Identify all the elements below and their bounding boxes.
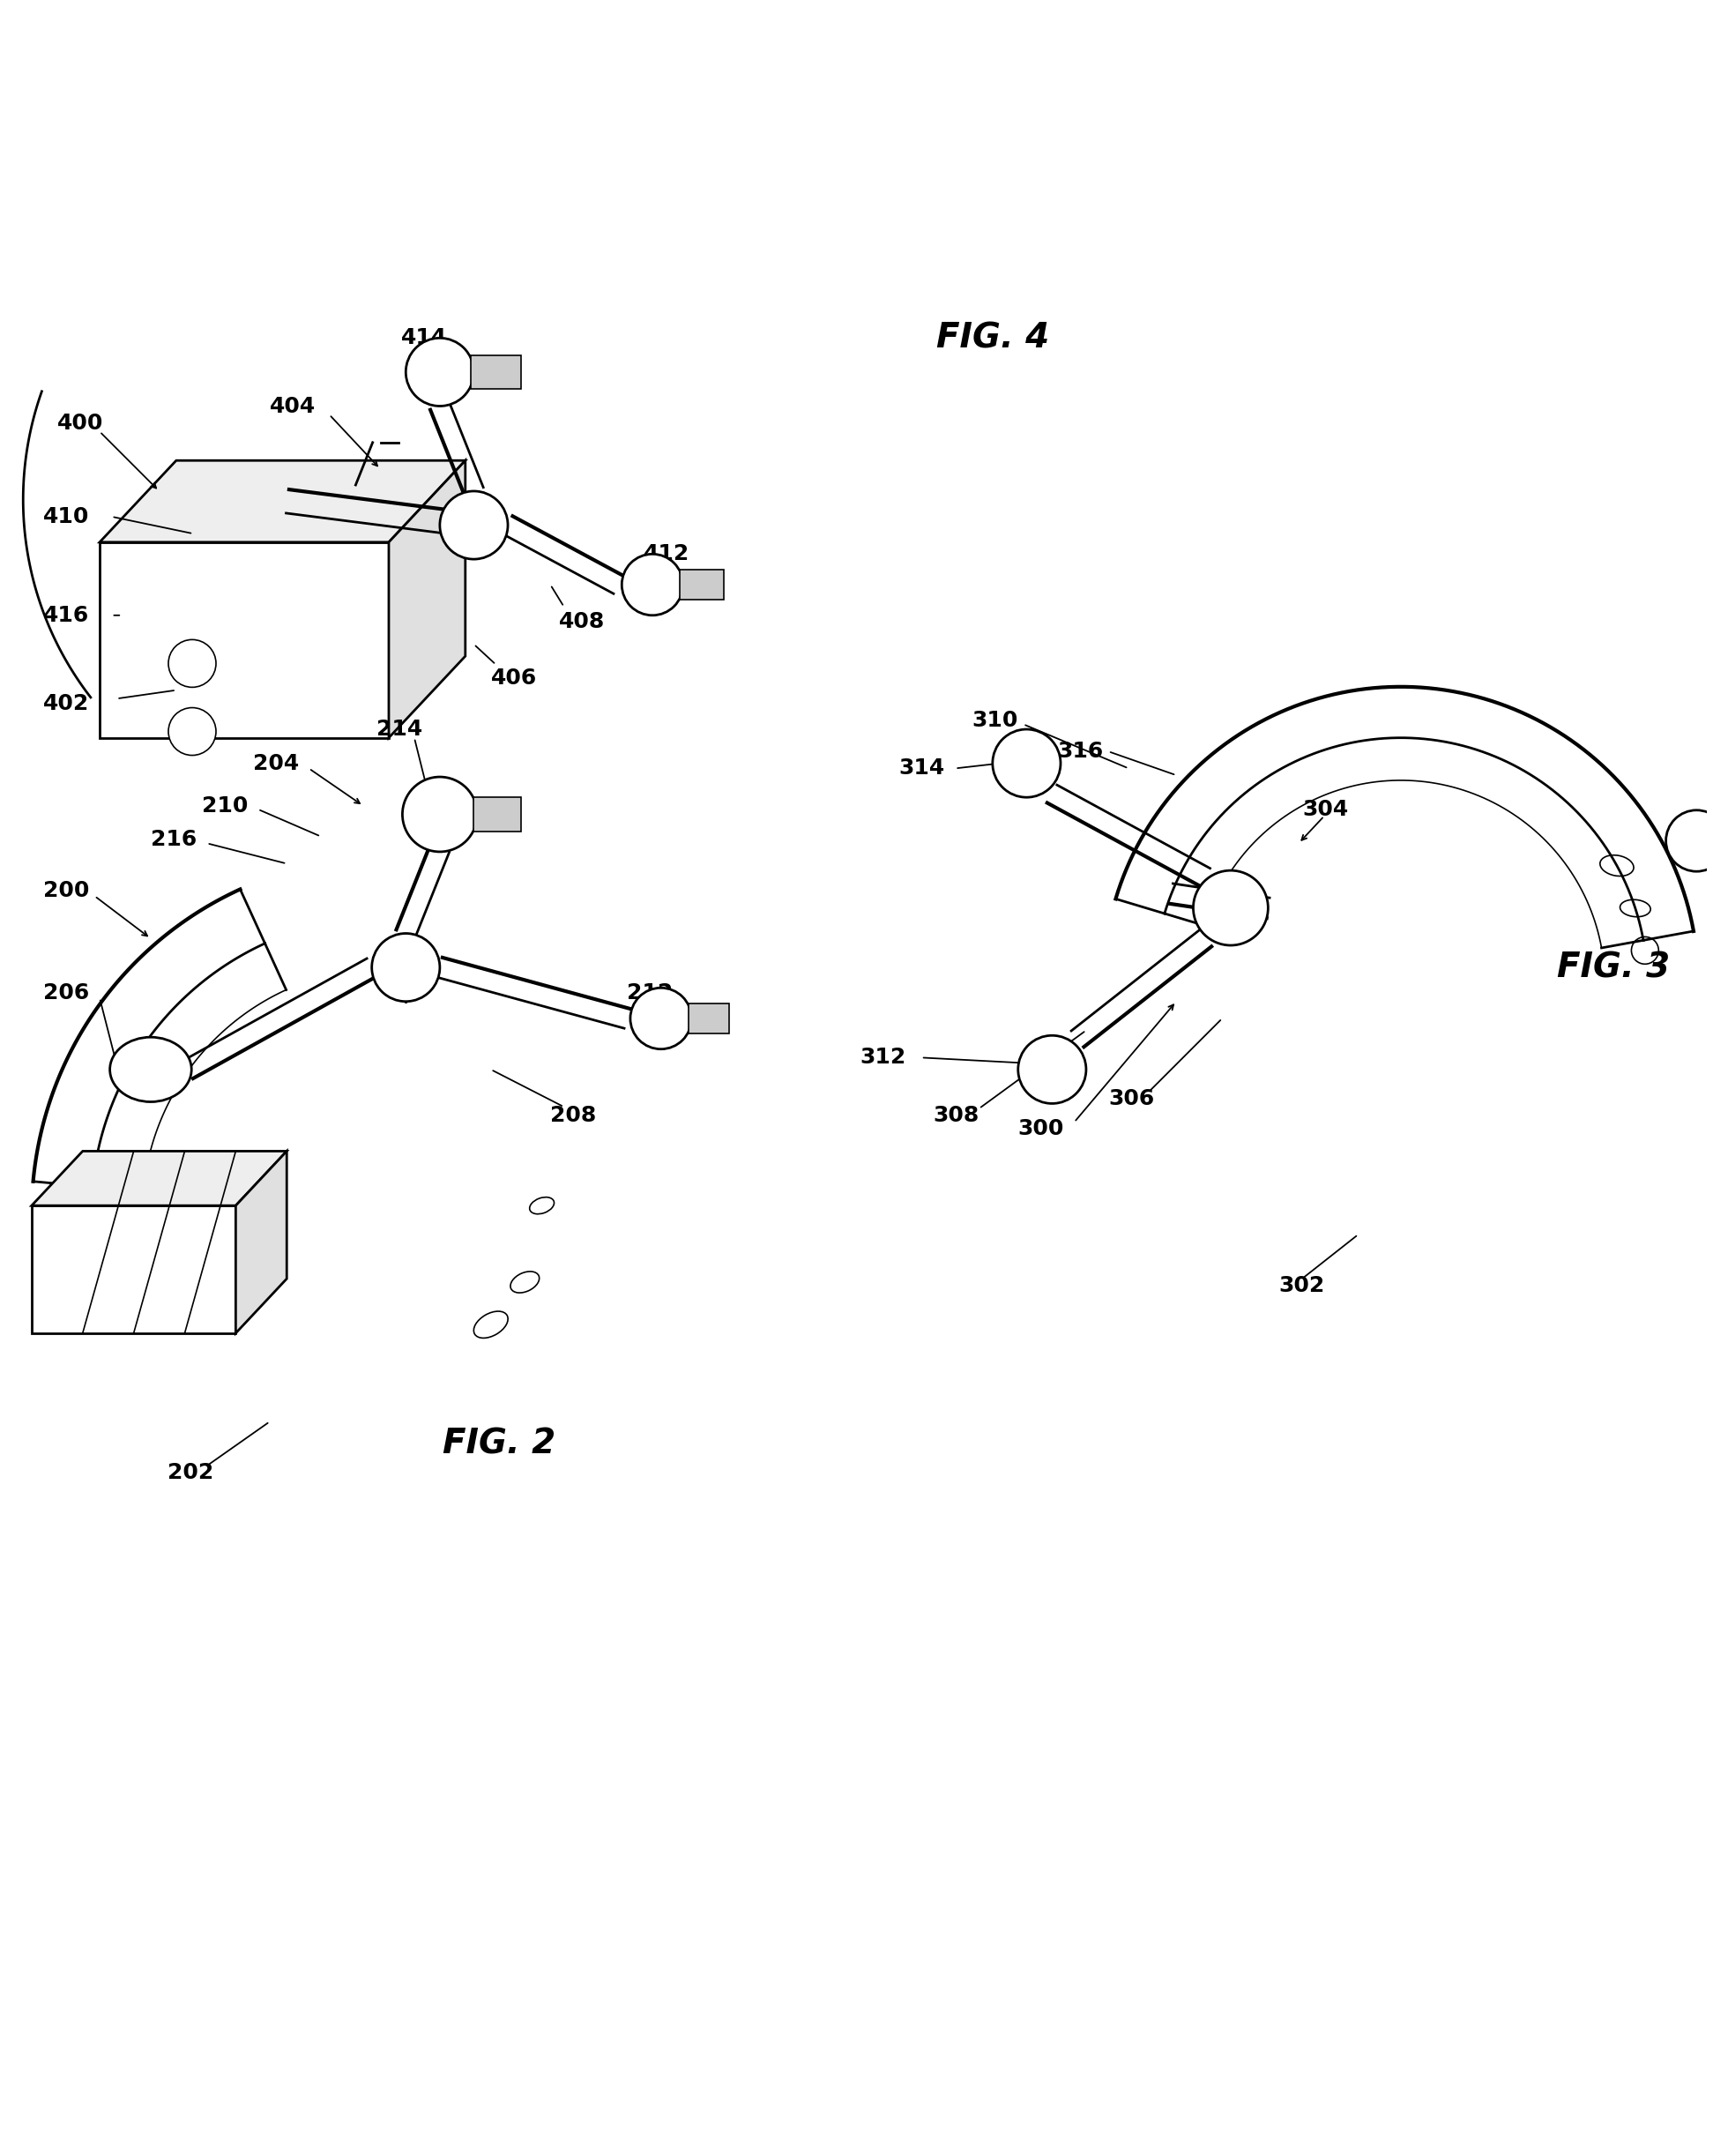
Polygon shape xyxy=(99,541,389,737)
FancyBboxPatch shape xyxy=(471,356,521,388)
Text: 408: 408 xyxy=(558,612,605,632)
FancyBboxPatch shape xyxy=(680,569,725,599)
Text: 308: 308 xyxy=(934,1104,980,1125)
Polygon shape xyxy=(99,461,466,541)
Circle shape xyxy=(992,729,1060,798)
Text: 200: 200 xyxy=(43,880,89,901)
Text: 310: 310 xyxy=(973,709,1018,731)
Text: 404: 404 xyxy=(269,395,315,416)
Text: 406: 406 xyxy=(492,668,536,688)
Circle shape xyxy=(372,934,440,1000)
Text: 208: 208 xyxy=(550,1104,596,1125)
Circle shape xyxy=(622,554,683,614)
Ellipse shape xyxy=(110,1037,192,1102)
Text: 402: 402 xyxy=(43,694,89,714)
Text: FIG. 2: FIG. 2 xyxy=(444,1427,555,1460)
Polygon shape xyxy=(31,1151,286,1205)
Text: 416: 416 xyxy=(43,604,89,625)
Circle shape xyxy=(403,776,478,852)
Text: 214: 214 xyxy=(377,718,423,740)
Polygon shape xyxy=(236,1151,286,1332)
Text: 204: 204 xyxy=(254,752,298,774)
Circle shape xyxy=(406,338,475,405)
Circle shape xyxy=(168,640,216,688)
Circle shape xyxy=(630,987,692,1050)
Circle shape xyxy=(440,492,507,558)
Text: 410: 410 xyxy=(43,507,89,528)
Text: 312: 312 xyxy=(860,1048,906,1067)
Circle shape xyxy=(1194,871,1268,944)
Text: 212: 212 xyxy=(627,983,673,1003)
Text: 314: 314 xyxy=(899,757,946,778)
Circle shape xyxy=(1667,811,1713,871)
Polygon shape xyxy=(389,461,466,737)
Text: 206: 206 xyxy=(43,983,89,1003)
Text: 300: 300 xyxy=(1018,1119,1064,1141)
Text: 412: 412 xyxy=(644,543,690,565)
FancyBboxPatch shape xyxy=(475,798,521,832)
Text: 202: 202 xyxy=(168,1462,214,1483)
Text: 210: 210 xyxy=(202,796,248,817)
Text: 400: 400 xyxy=(57,412,103,433)
Text: 306: 306 xyxy=(1108,1089,1155,1108)
FancyBboxPatch shape xyxy=(689,1003,730,1033)
Text: 414: 414 xyxy=(401,328,447,349)
Text: 316: 316 xyxy=(1057,742,1103,761)
Text: 216: 216 xyxy=(151,830,197,849)
Circle shape xyxy=(168,707,216,755)
Text: FIG. 4: FIG. 4 xyxy=(935,321,1048,356)
Polygon shape xyxy=(31,1205,236,1332)
Text: 302: 302 xyxy=(1278,1274,1324,1296)
Circle shape xyxy=(1018,1035,1086,1104)
Text: FIG. 3: FIG. 3 xyxy=(1557,951,1670,983)
Text: 304: 304 xyxy=(1302,798,1348,819)
